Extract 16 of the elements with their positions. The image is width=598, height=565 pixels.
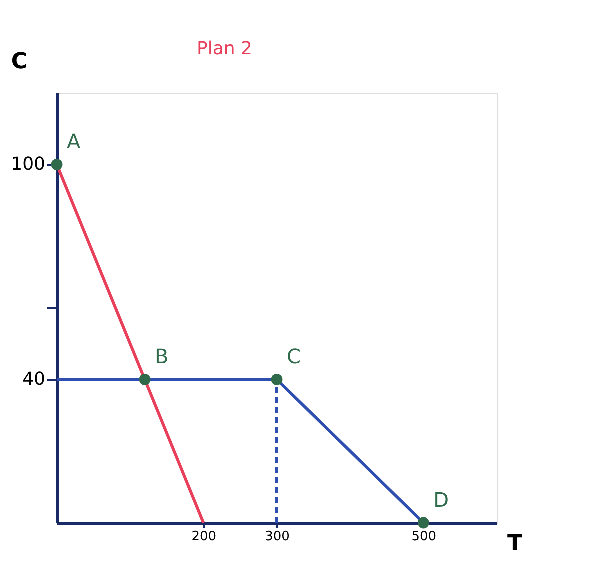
x-tick-label: 500 <box>412 530 437 544</box>
y-axis-title: C <box>11 50 28 74</box>
annotation: C <box>287 344 301 369</box>
point <box>51 158 63 170</box>
text: Plan 2 <box>197 38 252 60</box>
annotation: A <box>67 130 81 154</box>
point <box>271 374 283 386</box>
x-axis-title: T <box>508 532 523 556</box>
y-tick-label: 40 <box>22 369 46 390</box>
x-tick-label: 300 <box>265 530 290 544</box>
annotation: B <box>155 344 169 369</box>
point <box>418 517 430 529</box>
annotation: D <box>434 488 450 512</box>
y-tick-label: 100 <box>11 154 46 176</box>
point <box>139 374 151 386</box>
x-tick-label: 200 <box>192 530 217 544</box>
